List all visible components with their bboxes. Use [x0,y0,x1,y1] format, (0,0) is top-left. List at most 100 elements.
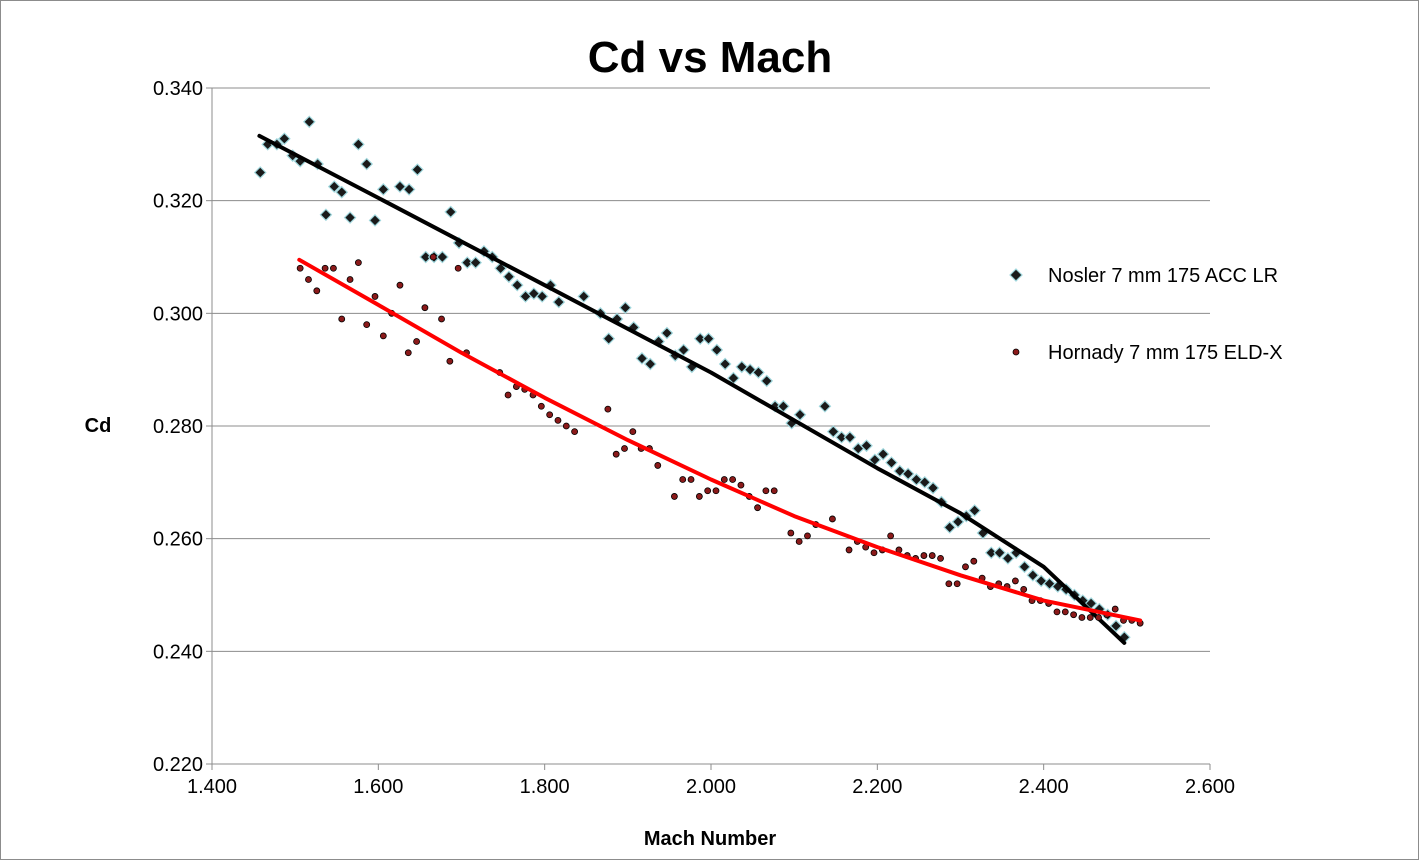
x-tick-label: 1.800 [520,776,570,798]
data-point [352,137,365,151]
data-point [253,166,267,179]
legend: Nosler 7 mm 175 ACC LR Hornady 7 mm 175 … [1009,265,1283,364]
data-point [970,557,978,565]
y-axis-ticks: 0.220 0.240 0.260 0.280 0.300 0.320 0.340 [153,78,212,776]
legend-label-nosler: Nosler 7 mm 175 ACC LR [1048,265,1278,287]
data-point [677,343,690,357]
y-tick-label: 0.240 [153,641,203,663]
data-point [612,450,620,458]
data-point [968,504,981,517]
data-point [720,476,728,483]
data-point [918,475,932,489]
data-point [1026,568,1040,582]
data-point [704,487,712,495]
series-layer [253,115,1144,645]
x-tick-label: 2.400 [1019,776,1069,798]
data-point [327,180,341,193]
data-point [754,504,761,512]
data-point [313,287,321,295]
trendline [257,133,1127,645]
data-point [901,467,915,481]
x-axis-label: Mach Number [644,828,776,850]
data-point [887,532,895,540]
series-nosler [253,115,1131,645]
x-axis-ticks: 1.400 1.600 1.800 2.000 2.200 2.400 2.600 [187,764,1235,798]
data-point [885,456,898,469]
data-point [984,546,998,560]
x-tick-label: 2.000 [686,776,736,798]
data-point [618,301,632,315]
data-point [993,546,1006,560]
x-tick-label: 1.400 [187,776,237,798]
data-point [419,250,433,264]
data-point [502,270,516,284]
data-point [302,115,316,129]
data-point [795,538,803,545]
data-point [371,293,379,300]
data-point [554,416,562,424]
chart-title: Cd vs Mach [588,33,833,82]
data-point [296,264,304,272]
data-point [1086,614,1094,621]
y-tick-label: 0.280 [153,416,203,438]
data-point [770,487,778,495]
data-point [870,549,878,557]
data-point [460,256,474,269]
data-point [438,315,445,323]
data-point [338,315,346,323]
data-point [305,276,312,283]
data-point [829,515,836,523]
data-point [777,399,790,413]
data-point [643,357,657,371]
data-point [330,264,337,272]
data-point [360,157,374,171]
data-point [413,338,420,345]
trendline [297,257,1143,623]
legend-marker-circle [1012,348,1020,356]
gridlines [212,87,1210,652]
data-point [687,476,695,483]
data-point [510,278,524,292]
data-point [379,332,387,340]
data-point [469,256,482,269]
y-tick-label: 0.340 [153,78,203,100]
x-tick-label: 2.200 [852,776,902,798]
data-point [729,476,737,483]
data-point [629,428,637,436]
data-point [679,476,687,483]
data-point [1070,611,1078,619]
data-point [743,363,757,377]
y-tick-label: 0.320 [153,191,203,213]
data-point [1001,552,1015,565]
data-point [671,493,678,500]
data-point [926,481,940,495]
data-point [693,332,707,346]
x-tick-label: 1.600 [353,776,403,798]
data-point [635,352,649,365]
data-point [953,580,961,588]
x-tick-label: 2.600 [1185,776,1235,798]
data-point [702,332,715,346]
data-point [845,546,853,554]
data-point [937,554,944,562]
y-tick-label: 0.300 [153,303,203,325]
data-point [951,515,965,529]
data-point [571,428,579,436]
data-point [1095,614,1102,621]
data-point [535,290,549,303]
data-point [1053,608,1061,616]
data-point [1011,577,1019,585]
data-point [604,405,612,413]
data-point [546,411,554,419]
data-point [404,349,412,357]
data-point [712,487,720,495]
data-point [1109,619,1123,633]
data-point [818,399,832,413]
legend-item-nosler: Nosler 7 mm 175 ACC LR [1009,265,1278,287]
data-point [1018,560,1031,574]
data-point [920,552,928,559]
data-point [278,132,291,146]
y-tick-label: 0.220 [153,754,203,776]
